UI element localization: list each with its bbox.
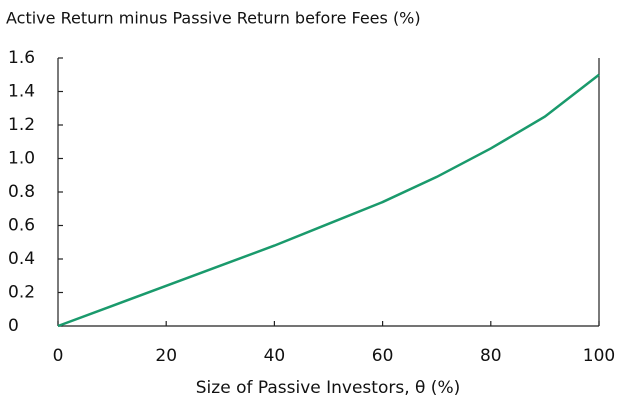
y-tick-label: 1.4: [8, 82, 35, 102]
y-tick-label: 0: [8, 316, 19, 336]
data-line: [57, 73, 600, 328]
y-tick-label: 0.2: [8, 283, 35, 303]
x-tick-label: 60: [372, 346, 394, 366]
y-tick-label: 0.8: [8, 182, 35, 202]
x-tick-label: 0: [53, 346, 64, 366]
y-tick-label: 0.6: [8, 216, 35, 236]
y-tick-label: 1.6: [8, 48, 35, 68]
x-tick-label: 40: [264, 346, 286, 366]
x-tick-label: 100: [583, 346, 615, 366]
y-tick-label: 1.0: [8, 149, 35, 169]
chart-title: Active Return minus Passive Return befor…: [6, 9, 421, 28]
y-tick-label: 0.4: [8, 249, 35, 269]
x-tick-label: 20: [155, 346, 177, 366]
y-tick-label: 1.2: [8, 115, 35, 135]
x-axis-label: Size of Passive Investors, θ (%): [196, 378, 460, 398]
x-tick-label: 80: [480, 346, 502, 366]
